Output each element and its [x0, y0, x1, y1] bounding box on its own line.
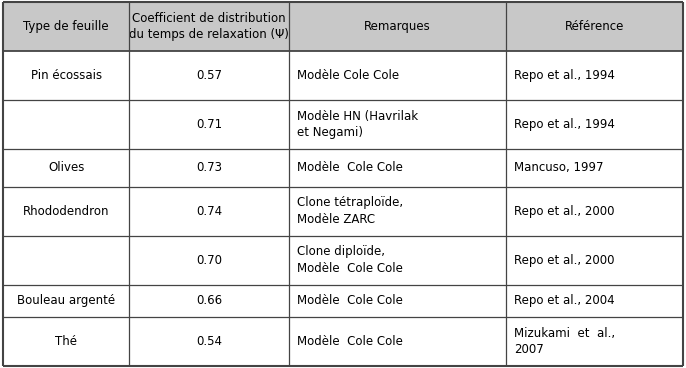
Text: Bouleau argenté: Bouleau argenté — [17, 294, 115, 307]
Text: Repo et al., 1994: Repo et al., 1994 — [514, 69, 615, 82]
Text: 0.73: 0.73 — [196, 162, 222, 174]
Text: Pin écossais: Pin écossais — [31, 69, 102, 82]
Text: 0.70: 0.70 — [196, 254, 222, 267]
Text: Thé: Thé — [56, 335, 78, 348]
Text: Olives: Olives — [48, 162, 84, 174]
Text: 0.57: 0.57 — [196, 69, 222, 82]
Text: Mancuso, 1997: Mancuso, 1997 — [514, 162, 604, 174]
Text: Clone tétraplоïde,
Modèle ZARC: Clone tétraplоïde, Modèle ZARC — [297, 197, 403, 226]
Text: Repo et al., 2000: Repo et al., 2000 — [514, 205, 615, 217]
Text: 0.66: 0.66 — [196, 294, 222, 307]
Text: Clone diploïde,
Modèle  Cole Cole: Clone diploïde, Modèle Cole Cole — [297, 245, 403, 275]
Text: Remarques: Remarques — [364, 20, 431, 33]
Text: Type de feuille: Type de feuille — [23, 20, 109, 33]
Bar — [3, 2, 683, 51]
Text: Modèle  Cole Cole: Modèle Cole Cole — [297, 162, 403, 174]
Text: Rhododendron: Rhododendron — [23, 205, 110, 217]
Text: Modèle HN (Havrilak
et Negami): Modèle HN (Havrilak et Negami) — [297, 110, 418, 139]
Text: Repo et al., 2000: Repo et al., 2000 — [514, 254, 615, 267]
Text: Repo et al., 2004: Repo et al., 2004 — [514, 294, 615, 307]
Text: Modèle  Cole Cole: Modèle Cole Cole — [297, 335, 403, 348]
Text: Modèle  Cole Cole: Modèle Cole Cole — [297, 294, 403, 307]
Text: Modèle Cole Cole: Modèle Cole Cole — [297, 69, 399, 82]
Text: Repo et al., 1994: Repo et al., 1994 — [514, 118, 615, 131]
Text: 0.54: 0.54 — [196, 335, 222, 348]
Text: Mizukami  et  al.,
2007: Mizukami et al., 2007 — [514, 327, 615, 356]
Text: Coefficient de distribution
du temps de relaxation (Ψ): Coefficient de distribution du temps de … — [129, 12, 289, 41]
Text: 0.71: 0.71 — [196, 118, 222, 131]
Text: 0.74: 0.74 — [196, 205, 222, 217]
Text: Référence: Référence — [565, 20, 624, 33]
